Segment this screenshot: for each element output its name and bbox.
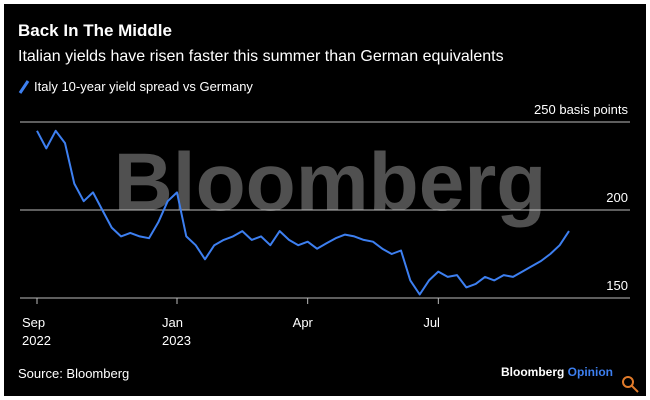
- legend-label: Italy 10-year yield spread vs Germany: [34, 79, 253, 94]
- series-line: [36, 129, 570, 296]
- x-tick-label-line: 2022: [22, 333, 51, 348]
- zoom-lens: [622, 376, 634, 388]
- background: [4, 4, 646, 396]
- y-tick-label: 200: [606, 190, 628, 205]
- legend-swatch: [18, 80, 30, 94]
- y-tick-label: 150: [606, 278, 628, 293]
- x-tick-label: Apr: [293, 315, 314, 330]
- x-tick-label: Jul: [423, 315, 440, 330]
- x-tick-label: Sep 2022: [22, 315, 51, 348]
- watermark: Bloomberg: [114, 137, 547, 228]
- x-tick-label-line: Jan: [162, 315, 183, 330]
- y-tick-label: 250 basis points: [534, 102, 628, 117]
- chart-title: Back In The Middle: [18, 21, 172, 40]
- chart-subtitle: Italian yields have risen faster this su…: [18, 48, 504, 65]
- zoom-icon[interactable]: [622, 376, 639, 393]
- source: Source: Bloomberg: [18, 366, 129, 381]
- x-tick-label: Jan 2023: [162, 315, 191, 348]
- x-tick-label-line: Sep: [22, 315, 45, 330]
- zoom-handle: [631, 385, 639, 393]
- x-tick-label-line: 2023: [162, 333, 191, 348]
- x-tick-label-line: Apr: [293, 315, 314, 330]
- brand-name: Bloomberg: [501, 365, 564, 379]
- brand-suffix: Opinion: [568, 365, 613, 379]
- brand: Bloomberg Opinion: [501, 365, 613, 379]
- x-tick-label-line: Jul: [423, 315, 440, 330]
